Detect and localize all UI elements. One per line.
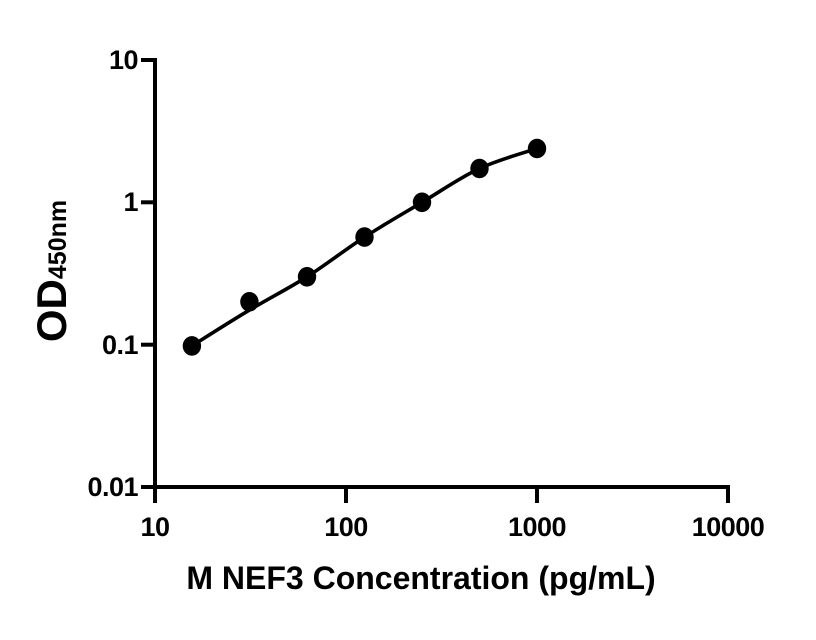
data-point: [182, 336, 202, 356]
y-axis-title-subscript: 450nm: [44, 199, 72, 280]
data-point: [297, 267, 317, 287]
x-tick-label: 1000: [507, 512, 567, 542]
y-tick-label: 0.1: [101, 329, 139, 360]
y-axis-title-main: OD: [28, 279, 75, 343]
x-axis-title: M NEF3 Concentration (pg/mL): [186, 560, 656, 596]
data-point: [470, 158, 489, 179]
axes-spines: [153, 58, 730, 489]
fit-curve: [190, 146, 538, 348]
x-tick-label: 10000: [691, 512, 765, 542]
data-point: [412, 192, 432, 213]
y-tick-label: 1: [123, 187, 138, 218]
y-tick-label: 0.01: [87, 472, 138, 502]
y-tick-label: 10: [108, 45, 139, 75]
data-point: [527, 138, 547, 159]
data-point: [240, 292, 259, 312]
x-tick-label: 100: [324, 512, 368, 542]
x-tick-label: 10: [140, 512, 170, 542]
y-axis-title: OD450nm: [28, 199, 79, 343]
data-point: [355, 227, 374, 247]
